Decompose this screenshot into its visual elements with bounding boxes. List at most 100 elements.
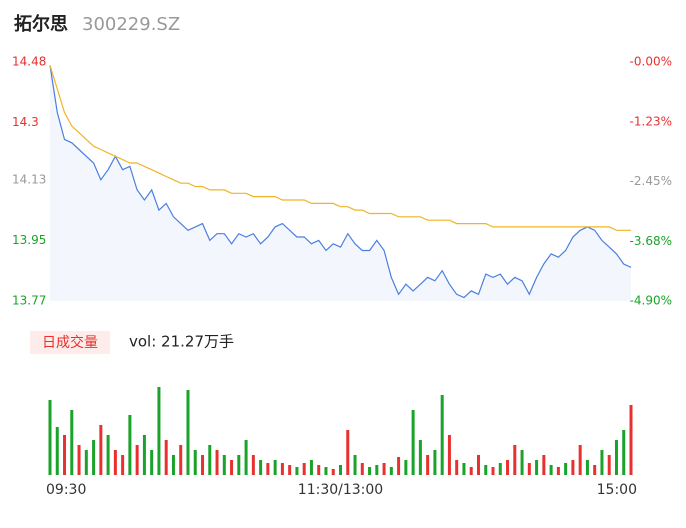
volume-bar <box>578 445 582 475</box>
volume-bar <box>433 450 437 475</box>
volume-bar <box>70 410 74 475</box>
volume-bar <box>121 455 125 475</box>
volume-bar <box>404 460 408 475</box>
volume-bar <box>506 460 510 475</box>
volume-bar <box>476 455 480 475</box>
y-tick-label: 14.48 <box>12 55 46 69</box>
volume-bar <box>295 467 299 475</box>
volume-bar <box>128 415 132 475</box>
volume-bar <box>375 465 379 475</box>
volume-bar <box>193 450 197 475</box>
volume-bar <box>92 440 96 475</box>
volume-bar <box>600 450 604 475</box>
volume-bar <box>113 450 117 475</box>
volume-bar <box>346 430 350 475</box>
volume-bar <box>135 445 139 475</box>
volume-bar <box>288 465 292 475</box>
volume-bar <box>186 390 190 475</box>
stock-name: 拓尔思 <box>14 13 68 35</box>
volume-bar <box>556 467 560 475</box>
volume-bar <box>629 405 633 475</box>
volume-bar <box>309 460 313 475</box>
volume-tab[interactable]: 日成交量 <box>42 334 98 351</box>
y-tick-label: 14.3 <box>12 115 39 129</box>
volume-bar <box>397 457 401 475</box>
y2-tick-label: -2.45% <box>630 174 672 188</box>
volume-bar <box>48 400 52 475</box>
volume-bar <box>339 465 342 475</box>
volume-bar <box>564 463 568 475</box>
volume-bar <box>201 455 205 475</box>
volume-bar <box>331 469 335 475</box>
volume-bar <box>280 463 284 475</box>
volume-bar <box>447 435 451 475</box>
price-line <box>49 65 632 299</box>
volume-bar <box>208 445 212 475</box>
volume-bar <box>317 465 321 475</box>
volume-bar <box>462 463 466 475</box>
volume-bar <box>164 440 168 475</box>
volume-bar <box>237 455 241 475</box>
volume-bar <box>368 467 372 475</box>
y2-tick-label: -4.90% <box>630 294 672 308</box>
volume-bar <box>266 463 270 475</box>
volume-bar <box>302 463 306 475</box>
volume-bar <box>150 450 154 475</box>
x-tick-label: 15:00 <box>597 482 637 498</box>
volume-bar <box>542 455 546 475</box>
volume-bar <box>455 460 459 475</box>
x-tick-label: 09:30 <box>46 482 86 498</box>
volume-bar <box>426 455 430 475</box>
volume-bar <box>273 460 277 475</box>
volume-bar <box>157 387 161 475</box>
volume-bar <box>622 430 626 475</box>
volume-bar <box>259 460 263 475</box>
volume-bar <box>179 445 183 475</box>
volume-bar <box>469 467 473 475</box>
volume-bar <box>77 445 81 475</box>
volume-bar <box>389 467 393 475</box>
volume-bar <box>614 440 618 475</box>
volume-bar <box>324 467 328 475</box>
volume-bar <box>491 467 495 475</box>
volume-bar <box>222 455 226 475</box>
volume-bar <box>571 460 575 475</box>
volume-bar <box>106 435 110 475</box>
volume-bar <box>142 435 146 475</box>
volume-tab-bg <box>30 331 110 354</box>
volume-bar <box>251 455 255 475</box>
volume-bar <box>527 463 531 475</box>
stock-code: 300229.SZ <box>82 14 180 35</box>
average-line <box>49 65 631 231</box>
volume-bar <box>84 450 88 475</box>
x-tick-label: 11:30/13:00 <box>298 482 383 498</box>
volume-bar <box>63 435 67 475</box>
volume-bar <box>411 410 415 475</box>
volume-bar <box>230 460 234 475</box>
volume-bar <box>549 465 553 475</box>
volume-bar <box>360 463 364 475</box>
volume-bar <box>215 450 219 475</box>
y-tick-label: 13.95 <box>12 233 46 247</box>
volume-bar <box>440 395 444 475</box>
volume-bar <box>55 427 59 475</box>
volume-bar <box>484 465 488 475</box>
volume-bar <box>171 455 175 475</box>
volume-bar <box>585 460 589 475</box>
y2-tick-label: -0.00% <box>630 55 672 69</box>
volume-bar <box>535 460 539 475</box>
volume-bar <box>353 455 357 475</box>
price-area <box>50 65 631 302</box>
y2-tick-label: -1.23% <box>630 114 672 128</box>
volume-bar <box>244 440 248 475</box>
volume-bar <box>382 463 386 475</box>
volume-bar <box>607 455 611 475</box>
y-tick-label: 14.13 <box>12 172 46 186</box>
volume-bar <box>593 465 597 475</box>
volume-bar <box>513 445 517 475</box>
y-tick-label: 13.77 <box>12 294 46 308</box>
volume-bar <box>520 450 524 475</box>
volume-bar <box>498 463 502 475</box>
volume-total: vol: 21.27万手 <box>129 333 234 351</box>
